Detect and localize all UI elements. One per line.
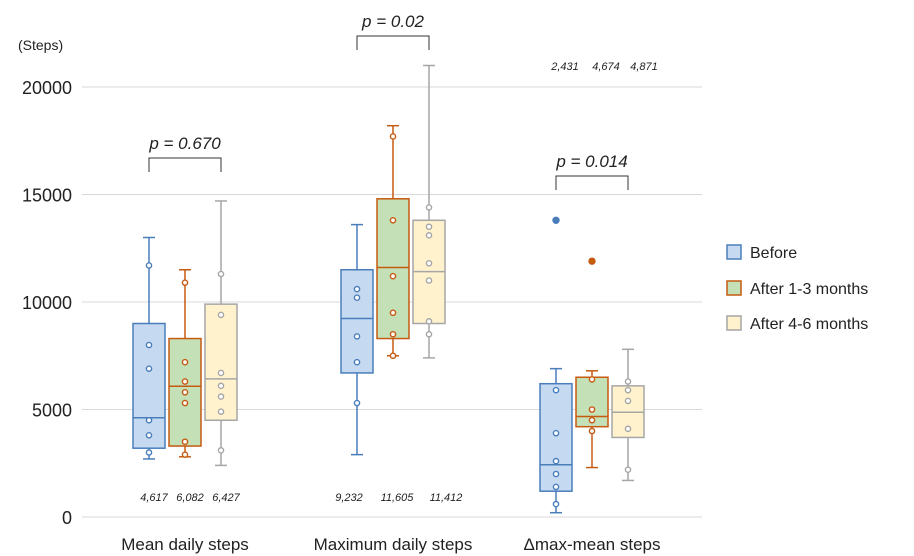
legend-label: After 1-3 months (750, 281, 868, 298)
data-point (552, 500, 560, 508)
data-point (217, 369, 225, 377)
data-point (588, 406, 596, 413)
box (340, 269, 374, 374)
data-point (145, 449, 153, 456)
plot-area: 4,617 6,082 6,427 p = 0.670 Mean daily steps… (121, 12, 660, 554)
median-value-label: 2,431 (550, 61, 579, 73)
data-point (425, 204, 433, 211)
data-point (624, 386, 632, 394)
data-point (624, 425, 632, 433)
data-point (353, 285, 361, 293)
legend-item: After 4-6 months (726, 315, 868, 333)
data-point (389, 133, 397, 140)
legend-item: After 1-3 months (726, 280, 868, 298)
outlier-point (552, 216, 560, 225)
data-point (425, 232, 433, 239)
data-point (145, 341, 153, 349)
data-point (145, 416, 153, 424)
data-point (552, 457, 560, 465)
data-point (217, 311, 225, 319)
legend-swatch (726, 280, 742, 296)
data-point (181, 378, 189, 385)
x-category-label: Mean daily steps (121, 535, 249, 554)
median-value-label: 9,232 (335, 492, 363, 504)
data-point (217, 382, 225, 390)
legend-label: After 4-6 months (750, 316, 868, 333)
p-value-label: p = 0.670 (148, 134, 221, 153)
data-point (353, 294, 361, 302)
significance-bracket (148, 157, 222, 172)
data-point (624, 378, 632, 385)
data-point (389, 352, 397, 360)
outlier-point (588, 257, 596, 265)
data-point (588, 416, 596, 424)
data-point (552, 470, 560, 478)
data-point (425, 318, 433, 325)
data-point (353, 399, 361, 407)
data-point (588, 376, 596, 383)
data-point (552, 429, 560, 437)
data-point (181, 388, 189, 396)
y-tick-label: 15000 (22, 186, 72, 206)
data-point (181, 399, 189, 407)
x-category-label: Maximum daily steps (314, 535, 473, 554)
median-value-label: 11,412 (430, 492, 463, 504)
data-point (389, 330, 397, 338)
data-point (425, 259, 433, 267)
box-group: 2,431 4,674 4,871 p = 0.014 Δmax-mean steps (523, 61, 660, 554)
data-point (624, 466, 632, 474)
box-group: 9,232 11,605 11,412 p = 0.02 Maximum daily s… (314, 12, 473, 554)
legend-label: Before (750, 245, 797, 262)
data-point (217, 408, 225, 415)
data-point (181, 438, 189, 446)
p-value-label: p = 0.02 (361, 12, 424, 31)
data-point (353, 358, 361, 366)
y-tick-label: 20000 (22, 78, 72, 98)
median-value-label: 11,605 (381, 492, 415, 504)
data-point (217, 393, 225, 400)
median-value-label: 4,871 (630, 61, 658, 73)
legend-swatch (726, 244, 742, 260)
data-point (389, 272, 397, 280)
median-value-label: 4,617 (140, 492, 168, 504)
significance-bracket (356, 35, 430, 50)
data-point (552, 483, 560, 491)
data-point (389, 309, 397, 317)
data-point (353, 333, 361, 340)
data-point (181, 358, 189, 366)
data-point (181, 279, 189, 286)
median-value-label: 6,082 (176, 492, 204, 504)
data-point (425, 330, 433, 338)
y-tick-label: 0 (62, 508, 72, 528)
data-point (145, 365, 153, 372)
data-point (425, 277, 433, 284)
legend: Before After 1-3 months After 4-6 months (726, 244, 868, 333)
box-group: 4,617 6,082 6,427 p = 0.670 Mean daily steps (121, 134, 249, 554)
data-point (217, 270, 225, 278)
data-point (624, 397, 632, 405)
data-point (425, 223, 433, 231)
data-point (588, 427, 596, 435)
x-category-label: Δmax-mean steps (523, 535, 660, 554)
data-point (181, 451, 189, 458)
p-value-label: p = 0.014 (555, 152, 627, 171)
data-point (552, 386, 560, 394)
y-tick-label: 10000 (22, 293, 72, 313)
y-axis-label: (Steps) (18, 37, 63, 53)
data-point (145, 262, 153, 269)
legend-swatch (726, 315, 742, 331)
median-value-label: 6,427 (212, 492, 240, 504)
median-value-label: 4,674 (592, 61, 620, 73)
legend-item: Before (726, 244, 797, 262)
data-point (389, 216, 397, 224)
data-point (217, 447, 225, 454)
significance-bracket (555, 175, 629, 190)
y-axis-ticks: 0 5000 10000 15000 20000 (22, 78, 72, 528)
data-point (145, 431, 153, 439)
y-tick-label: 5000 (32, 401, 72, 421)
box (204, 303, 238, 421)
